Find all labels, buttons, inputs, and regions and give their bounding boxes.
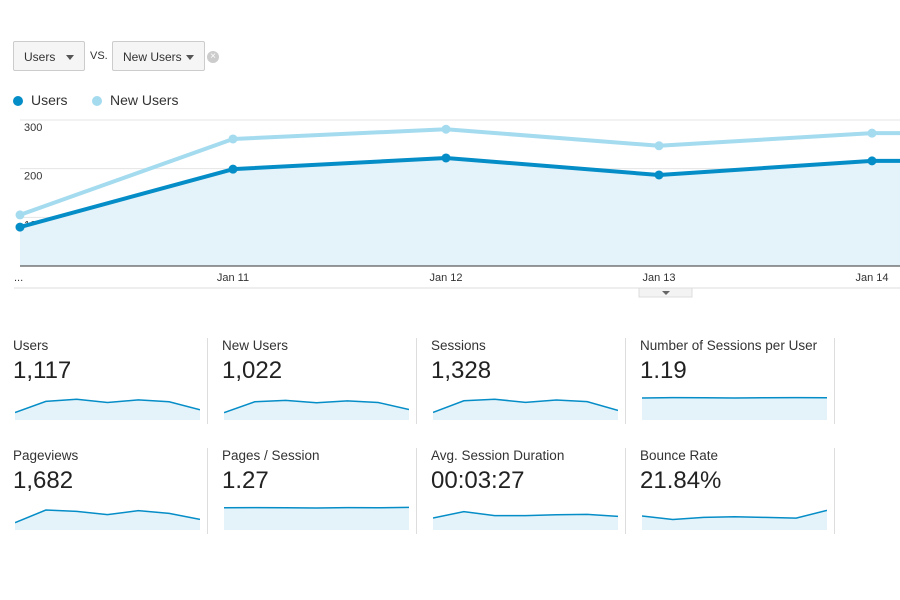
x-tick-label: Jan 12	[429, 272, 462, 284]
metric-card: Pageviews 1,682	[13, 448, 208, 534]
x-tick-label: Jan 13	[642, 272, 675, 284]
compare-dropdown[interactable]: New Users	[112, 41, 205, 71]
metric-card: Avg. Session Duration 00:03:27	[431, 448, 626, 534]
area	[20, 157, 900, 266]
metric-name: Avg. Session Duration	[431, 448, 565, 463]
metric-card: Users 1,117	[13, 338, 208, 424]
metric-name: New Users	[222, 338, 289, 353]
metric-name: Bounce Rate	[640, 448, 719, 463]
sparkline-line	[15, 398, 200, 414]
legend-swatch	[92, 96, 102, 106]
metric-value: 1,328	[431, 357, 492, 384]
metric-value: 1.27	[222, 467, 269, 494]
x-tick-label: Jan 11	[217, 272, 249, 284]
metric-name: Pages / Session	[222, 448, 320, 463]
sparkline	[433, 510, 618, 530]
sparkline-line	[433, 398, 618, 414]
data-point	[228, 164, 238, 174]
x-tick-label: Jan 14	[855, 272, 888, 284]
sparkline-area	[15, 399, 200, 420]
metric-value: 1,022	[222, 357, 283, 384]
metric-value: 1,682	[13, 467, 74, 494]
sparkline-area	[642, 397, 827, 420]
data-point	[654, 141, 664, 151]
metric-name: Number of Sessions per User	[640, 338, 818, 353]
sparkline-area	[433, 399, 618, 420]
metric-card: Sessions 1,328	[431, 338, 626, 424]
sparkline-line	[224, 399, 409, 414]
sparkline	[433, 398, 618, 420]
data-point	[15, 222, 25, 232]
data-point	[228, 134, 238, 144]
sparkline	[642, 396, 827, 420]
sparkline	[642, 509, 827, 530]
data-point	[654, 170, 664, 180]
legend-item: Users	[13, 92, 68, 108]
metric-card: Bounce Rate 21.84%	[640, 448, 835, 534]
metric-card: Pages / Session 1.27	[222, 448, 417, 534]
sparkline	[15, 398, 200, 420]
sparkline-area	[224, 507, 409, 530]
sparkline-line	[224, 506, 409, 509]
data-point	[441, 153, 451, 163]
sparkline	[15, 509, 200, 530]
metric-card: Number of Sessions per User 1.19	[640, 338, 835, 424]
metric-name: Pageviews	[13, 448, 79, 463]
sparkline-line	[433, 510, 618, 519]
data-point	[867, 156, 877, 166]
sparkline-line	[642, 509, 827, 521]
legend-item: New Users	[92, 92, 178, 108]
data-point	[867, 128, 877, 138]
metric-value: 21.84%	[640, 467, 722, 494]
sparkline	[224, 506, 409, 530]
metric-name: Users	[13, 338, 49, 353]
sparkline	[224, 399, 409, 420]
vs-label: VS.	[90, 50, 108, 62]
metric-dropdown[interactable]: Users	[13, 41, 85, 71]
data-point	[441, 124, 451, 134]
legend-label: Users	[31, 92, 68, 108]
sparkline-area	[642, 510, 827, 530]
metric-value: 1,117	[13, 357, 72, 384]
sparkline-area	[15, 510, 200, 530]
data-point	[15, 210, 25, 220]
metric-name: Sessions	[431, 338, 486, 353]
sparkline-area	[224, 400, 409, 420]
line-series	[19, 155, 900, 229]
sparkline-area	[433, 511, 618, 530]
expand-arrow	[662, 291, 670, 295]
legend-swatch	[13, 96, 23, 106]
x-tick-label: ...	[14, 272, 23, 284]
metric-value: 00:03:27	[431, 467, 525, 494]
metric-card: New Users 1,022	[222, 338, 417, 424]
sparkline-line	[15, 509, 200, 524]
line-series	[19, 127, 900, 217]
legend-label: New Users	[110, 92, 179, 108]
clear-compare[interactable]: ×	[207, 51, 219, 63]
y-tick-label: 300	[24, 122, 42, 134]
y-tick-label: 200	[24, 171, 42, 183]
metric-value: 1.19	[640, 357, 687, 384]
